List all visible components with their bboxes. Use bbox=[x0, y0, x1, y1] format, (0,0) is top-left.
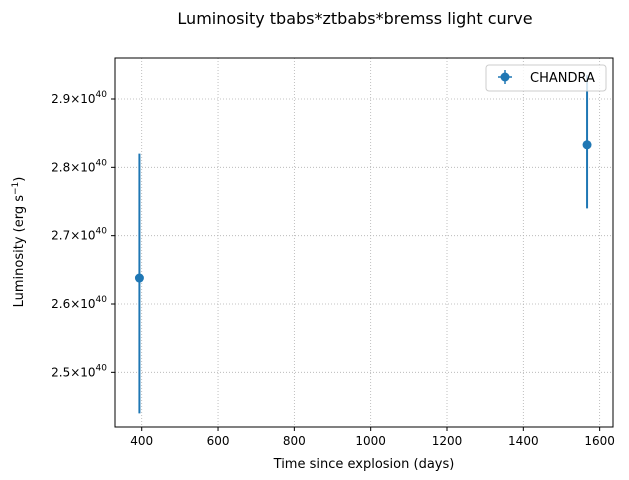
x-tick-label: 1200 bbox=[432, 434, 463, 448]
legend-frame bbox=[485, 64, 607, 92]
data-point bbox=[134, 273, 144, 283]
y-tick-label: 2.8×1040 bbox=[51, 158, 107, 174]
legend-label: CHANDRA bbox=[530, 71, 595, 86]
x-axis-ticks: 400 600 800 1000 1200 1400 1600 bbox=[130, 427, 615, 448]
gridlines bbox=[115, 58, 613, 427]
x-tick-label: 1000 bbox=[355, 434, 386, 448]
legend: CHANDRA bbox=[485, 64, 607, 92]
x-tick-label: 1400 bbox=[508, 434, 539, 448]
x-axis-label: Time since explosion (days) bbox=[273, 457, 455, 472]
y-tick-label: 2.7×1040 bbox=[51, 227, 107, 243]
y-tick-label: 2.5×1040 bbox=[51, 363, 107, 379]
y-axis-ticks: 2.5×1040 2.6×1040 2.7×1040 2.8×1040 2.9×1040 bbox=[51, 90, 115, 379]
data-point bbox=[582, 140, 592, 150]
x-tick-label: 800 bbox=[283, 434, 306, 448]
chart-title: Luminosity tbabs*ztbabs*bremss light cur… bbox=[177, 9, 532, 28]
series-layer bbox=[134, 75, 592, 414]
legend-marker-point bbox=[500, 72, 510, 82]
y-tick-label: 2.6×1040 bbox=[51, 295, 107, 311]
x-tick-label: 400 bbox=[130, 434, 153, 448]
plot-area-frame bbox=[114, 57, 614, 428]
y-tick-label: 2.9×1040 bbox=[51, 90, 107, 106]
y-axis-label: Luminosity (erg s−1) bbox=[11, 177, 27, 308]
x-tick-label: 600 bbox=[207, 434, 230, 448]
x-tick-label: 1600 bbox=[584, 434, 615, 448]
